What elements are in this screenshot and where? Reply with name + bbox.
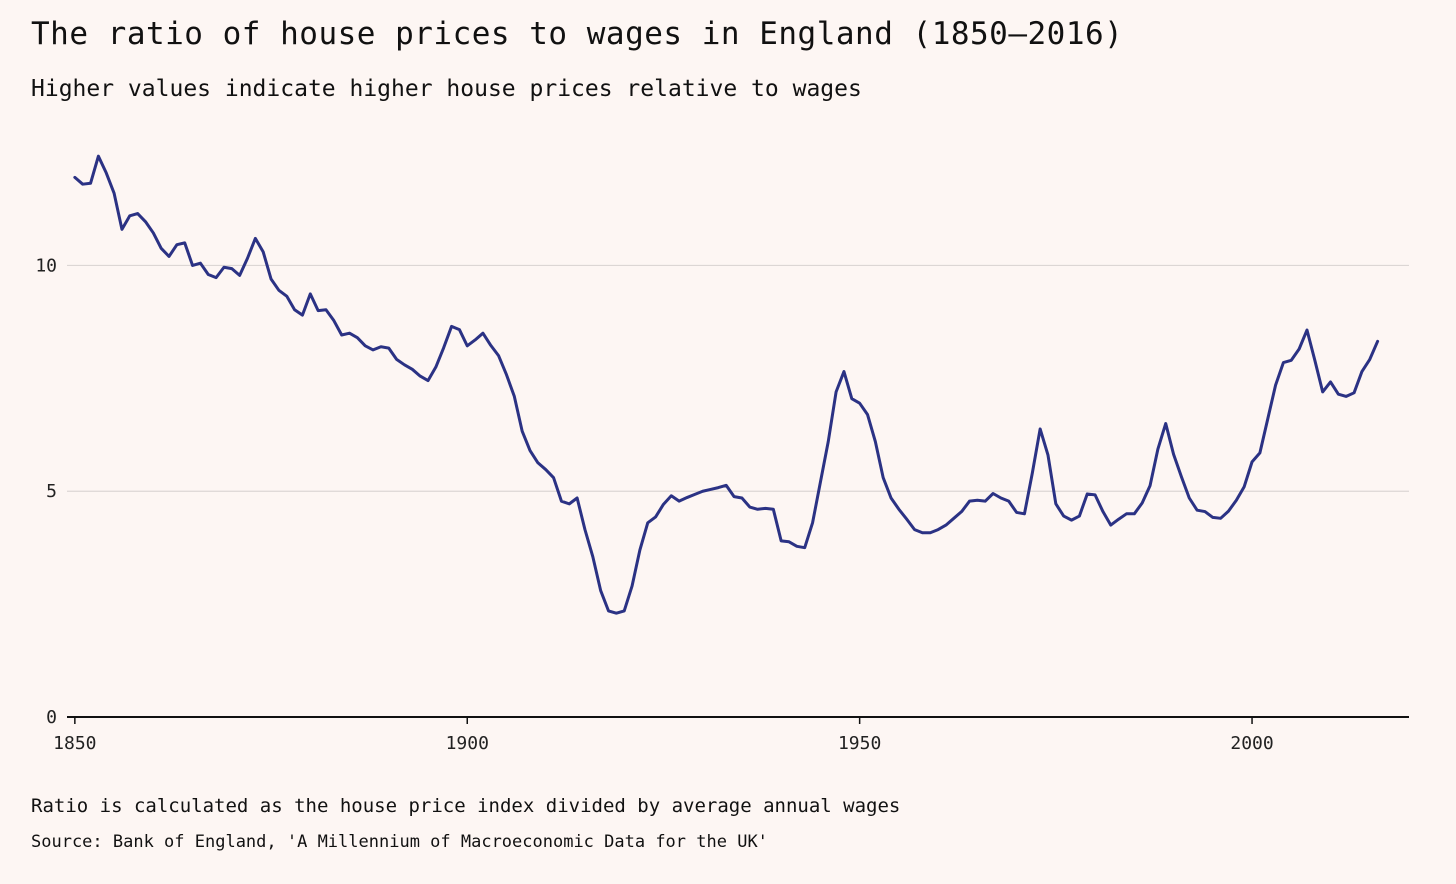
x-axis-labels: 1850 1900 1950 2000 xyxy=(53,733,1274,754)
x-axis-ticks xyxy=(74,717,1253,724)
footnote: Ratio is calculated as the house price i… xyxy=(31,795,901,817)
chart-subtitle: Higher values indicate higher house pric… xyxy=(31,76,862,102)
y-axis-labels: 0 5 10 xyxy=(35,255,57,728)
source-note: Source: Bank of England, 'A Millennium o… xyxy=(31,832,768,852)
x-tick-label-1850: 1850 xyxy=(53,733,96,754)
x-tick-label-1950: 1950 xyxy=(838,733,881,754)
series-group xyxy=(73,154,1380,615)
series-line-0 xyxy=(73,154,1380,615)
chart-title: The ratio of house prices to wages in En… xyxy=(31,16,1124,52)
y-tick-label-10: 10 xyxy=(35,255,57,276)
line-chart: 0 5 10 1850 1900 1950 2000 xyxy=(35,154,1409,754)
x-tick-label-2000: 2000 xyxy=(1230,733,1273,754)
y-tick-label-5: 5 xyxy=(46,481,57,502)
grid-lines xyxy=(67,264,1409,492)
x-tick-label-1900: 1900 xyxy=(446,733,489,754)
y-tick-label-0: 0 xyxy=(46,707,57,728)
